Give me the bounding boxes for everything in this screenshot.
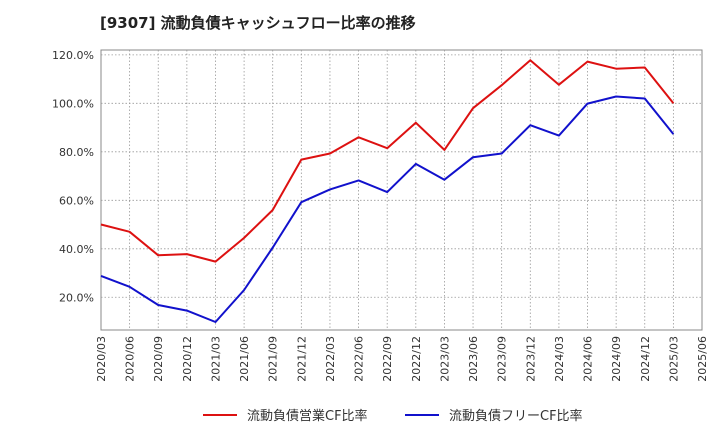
- x-tick-label: 2022/09: [381, 336, 394, 382]
- x-tick-label: 2021/09: [267, 336, 280, 382]
- series-layer: [100, 59, 675, 323]
- x-tick-label: 2020/12: [181, 336, 194, 382]
- grid-layer: [100, 49, 703, 331]
- x-tick-label: 2024/06: [582, 336, 595, 382]
- x-tick-label: 2021/12: [295, 336, 308, 382]
- x-tick-label: 2025/06: [696, 336, 709, 382]
- x-tick-label: 2025/03: [667, 336, 680, 382]
- x-tick-label: 2024/03: [553, 336, 566, 382]
- legend-label-1: 流動負債営業CF比率: [247, 408, 368, 424]
- legend-label-2: 流動負債フリーCF比率: [449, 408, 583, 424]
- x-tick-label: 2022/12: [410, 336, 423, 382]
- x-tick-label: 2024/09: [610, 336, 623, 382]
- y-tick-label: 120.0%: [52, 49, 94, 62]
- y-tick-label: 100.0%: [52, 97, 94, 110]
- y-tick-label: 60.0%: [59, 194, 94, 207]
- plot-frame: [100, 49, 703, 331]
- x-tick-label: 2020/03: [95, 336, 108, 382]
- chart-title: [9307] 流動負債キャッシュフロー比率の推移: [100, 14, 416, 32]
- legend: 流動負債営業CF比率 流動負債フリーCF比率: [203, 408, 583, 424]
- x-tick-label: 2021/03: [209, 336, 222, 382]
- x-tick-label: 2022/06: [353, 336, 366, 382]
- axis-layer: 2020/03 2020/06 2020/09 2020/12 2021/03 2021/…: [52, 49, 709, 382]
- series-line-1: [100, 59, 675, 263]
- y-tick-label: 80.0%: [59, 146, 94, 159]
- x-tick-label: 2020/06: [124, 336, 137, 382]
- x-tick-label: 2023/12: [524, 336, 537, 382]
- x-tick-label: 2023/06: [467, 336, 480, 382]
- y-tick-label: 40.0%: [59, 243, 94, 256]
- x-tick-label: 2023/09: [496, 336, 509, 382]
- x-tick-label: 2024/12: [639, 336, 652, 382]
- x-tick-label: 2020/09: [152, 336, 165, 382]
- y-tick-label: 20.0%: [59, 291, 94, 304]
- x-tick-label: 2023/03: [438, 336, 451, 382]
- x-tick-label: 2021/06: [238, 336, 251, 382]
- x-tick-label: 2022/03: [324, 336, 337, 382]
